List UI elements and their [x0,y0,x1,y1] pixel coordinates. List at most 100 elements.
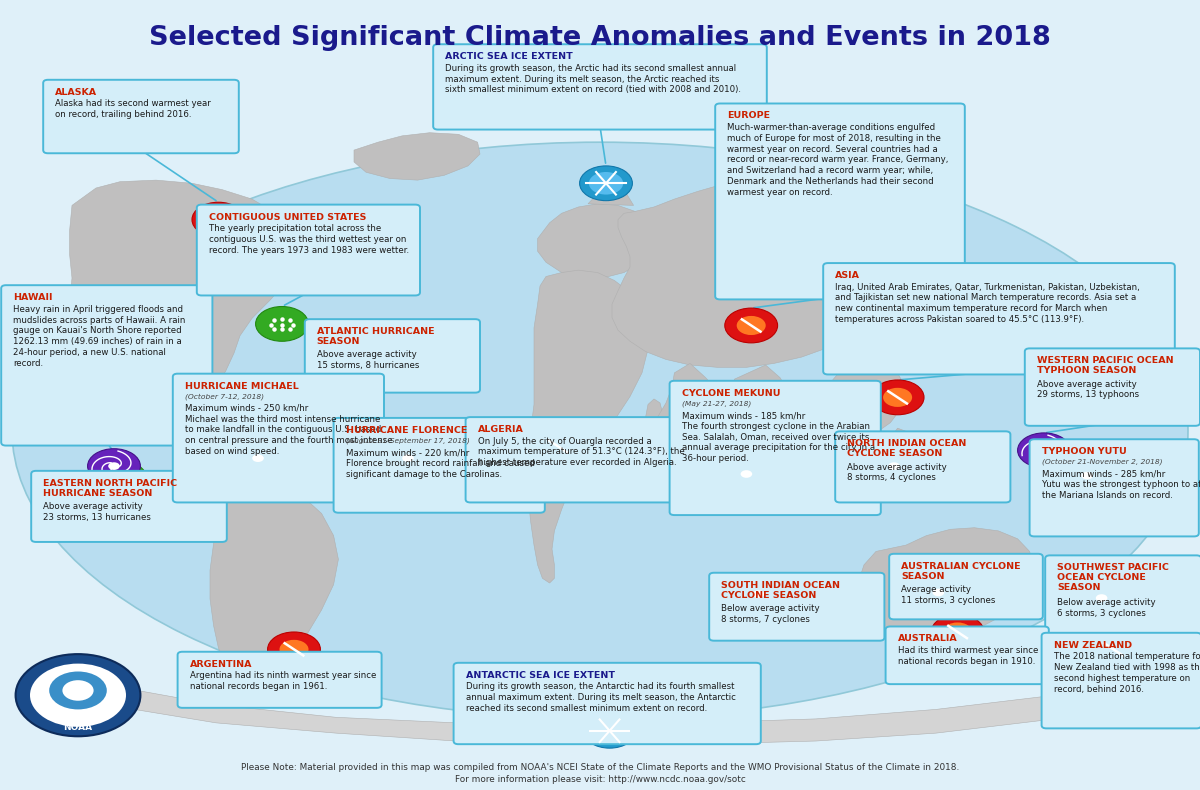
Circle shape [1096,594,1108,602]
Polygon shape [886,428,938,468]
Circle shape [544,437,572,456]
Circle shape [593,720,626,742]
Text: Below average activity
8 storms, 7 cyclones: Below average activity 8 storms, 7 cyclo… [721,604,820,624]
Circle shape [1075,581,1128,615]
Text: NORTH INDIAN OCEAN
CYCLONE SEASON: NORTH INDIAN OCEAN CYCLONE SEASON [847,439,966,458]
Text: ALGERIA: ALGERIA [478,425,523,434]
Text: HAWAII: HAWAII [13,293,53,302]
Circle shape [1061,458,1114,493]
Text: TYPHOON YUTU: TYPHOON YUTU [1042,447,1127,456]
FancyBboxPatch shape [31,471,227,542]
Circle shape [868,449,920,483]
Circle shape [402,454,414,462]
Text: The yearly precipitation total across the
contiguous U.S. was the third wettest : The yearly precipitation total across th… [209,224,409,254]
FancyBboxPatch shape [835,431,1010,502]
Text: Argentina had its ninth warmest year since
national records began in 1961.: Argentina had its ninth warmest year sin… [190,672,376,691]
FancyBboxPatch shape [43,80,239,153]
Text: On July 5, the city of Ouargla recorded a
maximum temperature of 51.3°C (124.3°F: On July 5, the city of Ouargla recorded … [478,437,684,467]
Circle shape [331,403,384,438]
Text: ANTARCTIC SEA ICE EXTENT: ANTARCTIC SEA ICE EXTENT [466,671,614,679]
Circle shape [732,577,785,611]
Circle shape [943,623,972,641]
Polygon shape [612,175,924,367]
Text: EUROPE: EUROPE [727,111,770,120]
Polygon shape [538,204,658,278]
Text: For more information please visit: http://www.ncdc.noaa.gov/sotc: For more information please visit: http:… [455,775,745,784]
Circle shape [62,680,94,701]
Circle shape [580,166,632,201]
Circle shape [256,307,308,341]
Text: Much-warmer-than-average conditions engulfed
much of Europe for most of 2018, re: Much-warmer-than-average conditions engu… [727,123,948,197]
Circle shape [16,654,140,736]
Text: NOAA: NOAA [64,723,92,732]
Polygon shape [982,299,1014,322]
FancyBboxPatch shape [1,285,212,446]
Text: NEW ZEALAND: NEW ZEALAND [1054,641,1132,649]
FancyBboxPatch shape [1030,439,1199,536]
Text: SOUTHWEST PACIFIC
OCEAN CYCLONE
SEASON: SOUTHWEST PACIFIC OCEAN CYCLONE SEASON [1057,563,1169,592]
Text: Above average activity
8 storms, 4 cyclones: Above average activity 8 storms, 4 cyclo… [847,463,947,483]
Circle shape [49,672,107,709]
FancyBboxPatch shape [197,205,420,295]
Text: During its growth season, the Antarctic had its fourth smallest
annual maximum e: During its growth season, the Antarctic … [466,683,736,713]
Circle shape [30,664,126,727]
Polygon shape [210,482,338,683]
Text: AUSTRALIAN CYCLONE
SEASON: AUSTRALIAN CYCLONE SEASON [901,562,1021,581]
Polygon shape [718,365,792,490]
Text: Above average activity
29 storms, 13 typhoons: Above average activity 29 storms, 13 typ… [1037,380,1139,400]
Text: Above average activity
15 storms, 8 hurricanes: Above average activity 15 storms, 8 hurr… [317,351,419,371]
Polygon shape [198,417,252,488]
Text: (May 21-27, 2018): (May 21-27, 2018) [682,401,751,407]
Text: ATLANTIC HURRICANE
SEASON: ATLANTIC HURRICANE SEASON [317,327,434,346]
Circle shape [232,441,284,476]
FancyBboxPatch shape [889,554,1043,619]
Ellipse shape [12,142,1188,719]
Polygon shape [588,188,634,205]
Text: Had its third warmest year since
national records began in 1910.: Had its third warmest year since nationa… [898,646,1038,666]
FancyBboxPatch shape [305,319,480,393]
Text: Please Note: Material provided in this map was compiled from NOAA's NCEI State o: Please Note: Material provided in this m… [241,763,959,773]
FancyBboxPatch shape [334,418,545,513]
FancyBboxPatch shape [173,374,384,502]
Text: HURRICANE MICHAEL: HURRICANE MICHAEL [185,382,299,390]
Circle shape [352,416,364,424]
Text: (October 7-12, 2018): (October 7-12, 2018) [185,393,264,400]
FancyBboxPatch shape [1025,348,1200,426]
Circle shape [532,429,584,464]
FancyBboxPatch shape [670,381,881,515]
Text: Heavy rain in April triggered floods and
mudslides across parts of Hawaii. A rai: Heavy rain in April triggered floods and… [13,305,186,367]
Polygon shape [528,270,648,583]
Polygon shape [814,349,906,444]
Circle shape [192,202,245,237]
Text: ASIA: ASIA [835,271,860,280]
Text: ARCTIC SEA ICE EXTENT: ARCTIC SEA ICE EXTENT [445,52,572,61]
FancyBboxPatch shape [1042,633,1200,728]
Text: Above average activity
23 storms, 13 hurricanes: Above average activity 23 storms, 13 hur… [43,502,151,522]
Polygon shape [1102,636,1118,652]
Text: Maximum winds - 185 km/hr
The fourth strongest cyclone in the Arabian
Sea. Salal: Maximum winds - 185 km/hr The fourth str… [682,411,875,463]
Circle shape [280,640,308,659]
Circle shape [725,308,778,343]
Text: Selected Significant Climate Anomalies and Events in 2018: Selected Significant Climate Anomalies a… [149,25,1051,51]
Circle shape [108,462,120,470]
FancyBboxPatch shape [1045,555,1200,647]
Text: During its growth season, the Arctic had its second smallest annual
maximum exte: During its growth season, the Arctic had… [445,64,742,94]
Text: Average activity
11 storms, 3 cyclones: Average activity 11 storms, 3 cyclones [901,585,996,605]
Circle shape [382,441,434,476]
Circle shape [871,380,924,415]
Circle shape [1081,472,1093,480]
Polygon shape [648,363,730,468]
Circle shape [204,210,233,229]
Polygon shape [66,180,302,433]
Circle shape [737,316,766,335]
Text: EASTERN NORTH PACIFIC
HURRICANE SEASON: EASTERN NORTH PACIFIC HURRICANE SEASON [43,479,178,498]
Circle shape [1087,632,1140,667]
Text: CYCLONE MEKUNU: CYCLONE MEKUNU [682,389,780,397]
Polygon shape [1094,612,1121,634]
Circle shape [931,615,984,649]
Text: Alaska had its second warmest year
on record, trailing behind 2016.: Alaska had its second warmest year on re… [55,100,211,119]
Circle shape [268,632,320,667]
FancyBboxPatch shape [715,103,965,299]
Text: Maximum winds - 250 km/hr
Michael was the third most intense hurricane
to make l: Maximum winds - 250 km/hr Michael was th… [185,404,392,456]
FancyBboxPatch shape [886,626,1049,684]
